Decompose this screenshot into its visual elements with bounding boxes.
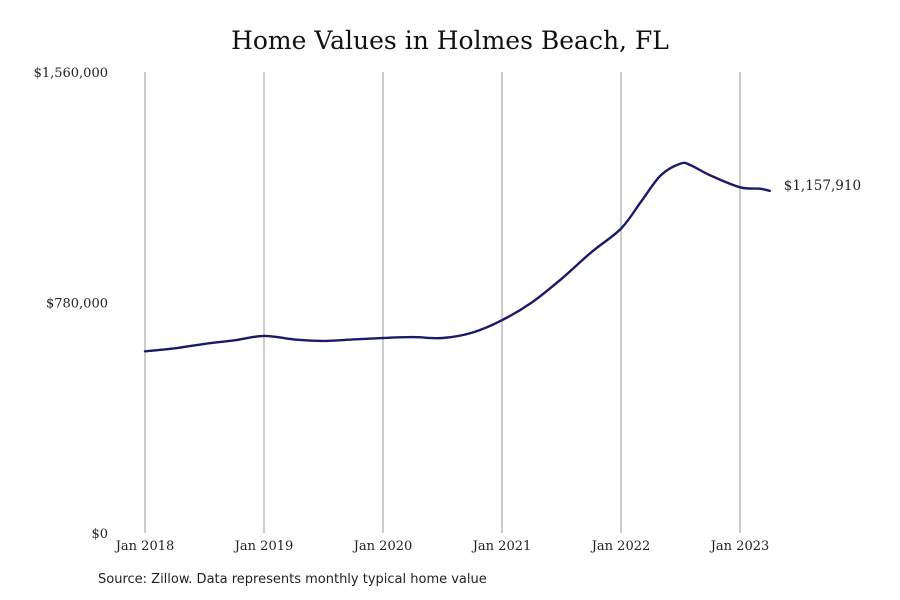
x-tick-label: Jan 2023 bbox=[709, 539, 770, 554]
x-tick-label: Jan 2020 bbox=[352, 539, 413, 554]
y-tick-label: $780,000 bbox=[46, 297, 108, 312]
series-line-home-value bbox=[143, 161, 771, 353]
y-tick-label: $0 bbox=[91, 527, 108, 542]
x-tick-label: Jan 2021 bbox=[471, 539, 532, 554]
x-axis-ticks: Jan 2018 Jan 2019 Jan 2020 Jan 2021 Jan 2022… bbox=[114, 539, 770, 554]
vertical-gridlines bbox=[144, 72, 741, 533]
y-axis-ticks: $1,560,000 $780,000 $0 bbox=[34, 66, 108, 542]
x-tick-label: Jan 2018 bbox=[114, 539, 175, 554]
chart-title: Home Values in Holmes Beach, FL bbox=[231, 26, 669, 55]
source-note: Source: Zillow. Data represents monthly … bbox=[98, 572, 487, 587]
end-value-label: $1,157,910 bbox=[784, 178, 861, 194]
y-tick-label: $1,560,000 bbox=[34, 66, 108, 81]
x-tick-label: Jan 2022 bbox=[590, 539, 651, 554]
x-tick-label: Jan 2019 bbox=[233, 539, 294, 554]
